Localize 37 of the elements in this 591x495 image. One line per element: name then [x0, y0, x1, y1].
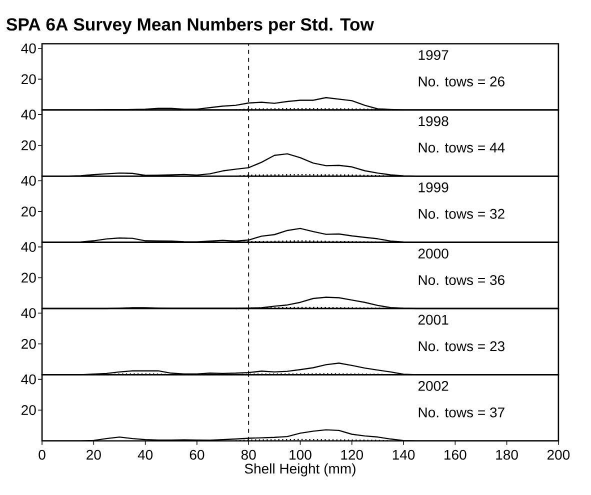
x-tick-label: 120	[341, 450, 364, 460]
x-tick-label: 100	[290, 450, 312, 460]
y-tick-label: 40	[21, 374, 36, 384]
y-tick-label: 40	[21, 242, 36, 252]
annotation: No. tows = 23	[418, 341, 504, 352]
annotation: 2001	[418, 314, 448, 325]
x-tick-label: 200	[547, 450, 570, 460]
y-tick-label: 40	[21, 308, 36, 318]
x-tick-label: 140	[392, 450, 415, 460]
y-tick-label: 20	[22, 206, 36, 216]
y-tick-label: 40	[21, 43, 36, 54]
chart-title: SPA 6A Survey Mean Numbers per Std. Tow	[6, 18, 374, 34]
annotation: No. tows = 32	[418, 208, 504, 219]
annotation: 1999	[418, 182, 448, 192]
x-tick-label: 40	[138, 450, 153, 460]
x-tick-label: 80	[241, 450, 256, 460]
annotation: No. tows = 44	[418, 142, 505, 153]
y-tick-label: 40	[21, 110, 36, 120]
x-tick-label: 160	[444, 450, 466, 460]
annotation: No. tows = 36	[418, 275, 504, 285]
y-tick-label: 20	[22, 338, 36, 349]
x-tick-label: 180	[496, 450, 518, 460]
x-axis-title: Shell Height (mm)	[244, 463, 356, 476]
y-tick-label: 20	[22, 74, 36, 84]
annotation: 2000	[418, 248, 448, 259]
x-tick-label: 20	[86, 450, 101, 460]
annotation: 2002	[418, 380, 448, 391]
annotation: 1997	[418, 50, 448, 60]
annotation: No. tows = 26	[418, 76, 504, 86]
annotation: 1998	[418, 116, 448, 126]
y-tick-label: 20	[22, 272, 36, 283]
y-tick-label: 40	[21, 176, 36, 186]
y-tick-label: 20	[22, 140, 36, 150]
x-tick-label: 60	[190, 450, 204, 460]
annotation: No. tows = 37	[418, 407, 504, 418]
x-tick-label: 0	[38, 450, 46, 460]
y-tick-label: 20	[22, 405, 36, 416]
